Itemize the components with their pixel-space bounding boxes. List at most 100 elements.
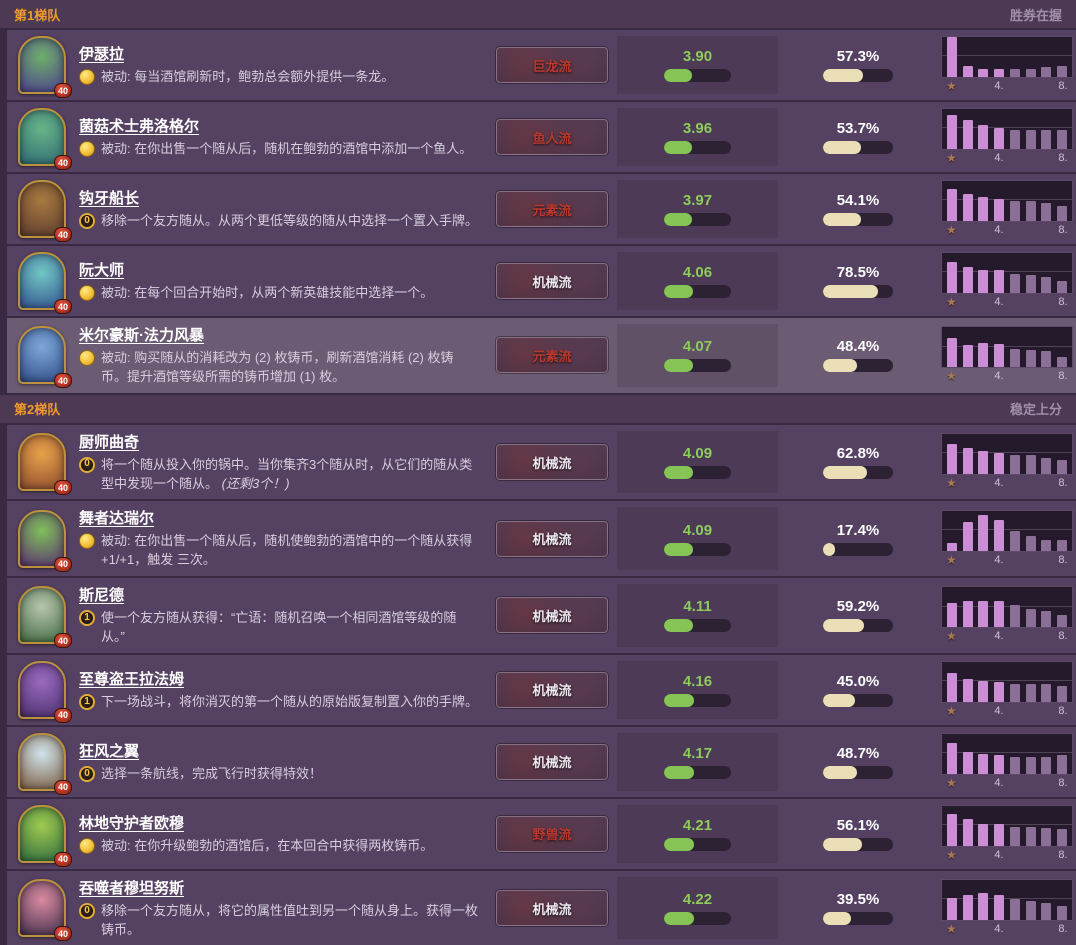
hero-row[interactable]: 40 钩牙船长 0 移除一个友方随从。从两个更低等级的随从中选择一个置入手牌。 … — [7, 174, 1076, 244]
tribe-button[interactable]: 元素流 — [495, 336, 609, 375]
histogram-bar — [1025, 455, 1036, 475]
hero-power-text: 使一个友方随从获得：“亡语：随机召唤一个相同酒馆等级的随从。” — [101, 609, 479, 647]
tribe-button[interactable]: 野兽流 — [495, 814, 609, 853]
histogram-axis-label: 8. — [1058, 704, 1068, 717]
winrate-value: 39.5% — [836, 891, 880, 909]
hero-row[interactable]: 40 厨师曲奇 0 将一个随从投入你的锅中。当你集齐3个随从时，从它们的随从类型… — [7, 424, 1076, 500]
tribe-cell: 机械流 — [487, 742, 617, 781]
hero-name-link[interactable]: 舞者达瑞尔 — [79, 510, 155, 528]
rating-cell: 4.06 — [617, 252, 778, 310]
hero-portrait: 40 — [18, 509, 72, 572]
first-place-trophy-icon: ★ — [946, 922, 957, 937]
first-place-trophy-icon: ★ — [946, 552, 957, 567]
placement-histogram-axis: ★ 4. 8. — [941, 628, 1073, 644]
hero-name-link[interactable]: 厨师曲奇 — [79, 433, 140, 451]
histogram-bar — [1041, 203, 1052, 221]
histogram-bar — [1056, 66, 1067, 77]
hero-name-link[interactable]: 米尔豪斯·法力风暴 — [79, 327, 204, 344]
tribe-button[interactable]: 鱼人流 — [495, 118, 609, 156]
placement-histogram-axis: ★ 4. 8. — [941, 368, 1073, 384]
hero-name-link[interactable]: 吞噬者穆坦努斯 — [79, 879, 185, 897]
tribe-button[interactable]: 机械流 — [495, 443, 609, 482]
hero-name-link[interactable]: 菌菇术士弗洛格尔 — [79, 118, 200, 136]
hero-name-link[interactable]: 至尊盗王拉法姆 — [79, 670, 185, 688]
tribe-button[interactable]: 巨龙流 — [495, 46, 609, 84]
placement-histogram-bars — [941, 509, 1073, 552]
hero-portrait: 40 — [18, 586, 72, 649]
histogram-axis-label — [1026, 922, 1036, 937]
hero-row[interactable]: 40 阮大师 被动: 在每个回合开始时，从两个新英雄技能中选择一个。 机械流 4… — [7, 246, 1076, 316]
hero-row[interactable]: 40 斯尼德 1 使一个友方随从获得：“亡语：随机召唤一个相同酒馆等级的随从。”… — [7, 578, 1076, 653]
histogram-axis-label — [1026, 848, 1036, 863]
hero-row[interactable]: 40 狂风之翼 0 选择一条航线，完成飞行时获得特效！ 机械流 4.17 48.… — [7, 726, 1076, 797]
winrate-bar-fill — [823, 837, 863, 851]
rating-value: 4.16 — [682, 672, 713, 690]
armor-badge: 40 — [54, 633, 72, 649]
hero-name-link[interactable]: 林地守护者欧穆 — [79, 814, 185, 832]
tribe-button[interactable]: 机械流 — [495, 742, 609, 781]
rating-value: 4.07 — [682, 338, 713, 356]
histogram-axis-label: 8. — [1058, 152, 1068, 164]
winrate-cell: 54.1% — [778, 192, 938, 226]
hero-row[interactable]: 40 吞噬者穆坦努斯 0 移除一个友方随从，将它的属性值吐到另一个随从身上。获得… — [7, 870, 1076, 945]
tribe-button[interactable]: 机械流 — [495, 596, 609, 635]
coin-icon — [79, 350, 95, 366]
tribe-button[interactable]: 机械流 — [495, 519, 609, 558]
tribe-button[interactable]: 元素流 — [495, 190, 609, 228]
histogram-axis-label — [1026, 151, 1036, 166]
tier-status-label: 稳定上分 — [1009, 402, 1062, 418]
histogram-bar — [994, 452, 1005, 475]
hero-info: 伊瑟拉 被动: 每当酒馆刷新时，鲍勃总会额外提供一条龙。 — [79, 43, 487, 87]
placement-histogram-axis: ★ 4. 8. — [941, 703, 1073, 719]
histogram-bar — [1056, 829, 1067, 846]
hero-power-description: 被动: 在每个回合开始时，从两个新英雄技能中选择一个。 — [79, 284, 479, 303]
winrate-value: 56.1% — [836, 816, 880, 834]
hero-name-link[interactable]: 钩牙船长 — [79, 190, 140, 208]
winrate-value: 53.7% — [836, 120, 880, 137]
histogram-bar — [1025, 349, 1036, 368]
histogram-bar — [994, 519, 1005, 551]
hero-row[interactable]: 40 米尔豪斯·法力风暴 被动: 购买随从的消耗改为 (2) 枚铸币，刷新酒馆消… — [7, 318, 1076, 393]
histogram-axis-label: 4. — [994, 152, 1004, 164]
rating-bar-track — [664, 837, 731, 851]
hero-name-link[interactable]: 阮大师 — [79, 262, 125, 280]
hero-name-link[interactable]: 狂风之翼 — [79, 742, 140, 760]
rating-bar-fill — [664, 542, 694, 556]
histogram-axis-label — [1010, 476, 1020, 491]
histogram-axis-label — [978, 922, 988, 937]
histogram-bar — [947, 542, 957, 551]
histogram-bar — [994, 343, 1005, 368]
tier-label: 第1梯队 — [14, 7, 61, 23]
hero-name-link[interactable]: 伊瑟拉 — [79, 46, 125, 64]
hero-name-link[interactable]: 斯尼德 — [79, 587, 125, 605]
histogram-bar — [1041, 67, 1052, 77]
hero-row[interactable]: 40 菌菇术士弗洛格尔 被动: 在你出售一个随从后，随机在鲍勃的酒馆中添加一个鱼… — [7, 102, 1076, 172]
hero-row[interactable]: 40 伊瑟拉 被动: 每当酒馆刷新时，鲍勃总会额外提供一条龙。 巨龙流 3.90… — [7, 30, 1076, 100]
placement-histogram-bars — [941, 804, 1073, 847]
coin-icon: 0 — [79, 213, 95, 230]
armor-badge: 40 — [54, 480, 72, 496]
hero-row[interactable]: 40 至尊盗王拉法姆 1 下一场战斗，将你消灭的第一个随从的原始版复制置入你的手… — [7, 654, 1076, 725]
tribe-button[interactable]: 机械流 — [495, 889, 609, 928]
tribe-button[interactable]: 机械流 — [495, 670, 609, 709]
hero-portrait: 40 — [18, 252, 72, 314]
histogram-bar — [1041, 350, 1052, 368]
rating-value: 3.90 — [682, 48, 713, 65]
coin-cost: 0 — [84, 458, 90, 470]
histogram-bar — [994, 128, 1005, 149]
histogram-axis-label: 8. — [1058, 80, 1068, 92]
rating-bar-track — [664, 285, 731, 298]
tribe-button[interactable]: 机械流 — [495, 262, 609, 300]
coin-icon — [79, 141, 95, 158]
histogram-bar — [978, 823, 989, 846]
hero-portrait: 40 — [18, 180, 72, 242]
hero-info: 菌菇术士弗洛格尔 被动: 在你出售一个随从后，随机在鲍勃的酒馆中添加一个鱼人。 — [79, 115, 487, 159]
winrate-value: 62.8% — [836, 445, 880, 463]
hero-row[interactable]: 40 舞者达瑞尔 被动: 在你出售一个随从后，随机使鲍勃的酒馆中的一个随从获得+… — [7, 501, 1076, 577]
histogram-bar — [1025, 535, 1036, 551]
tier-status-label: 胜券在握 — [1009, 7, 1062, 23]
histogram-bar — [994, 270, 1005, 293]
hero-row[interactable]: 40 林地守护者欧穆 被动: 在你升级鲍勃的酒馆后，在本回合中获得两枚铸币。 野… — [7, 798, 1076, 869]
histogram-axis-label — [978, 848, 988, 863]
histogram-bar — [994, 894, 1005, 921]
